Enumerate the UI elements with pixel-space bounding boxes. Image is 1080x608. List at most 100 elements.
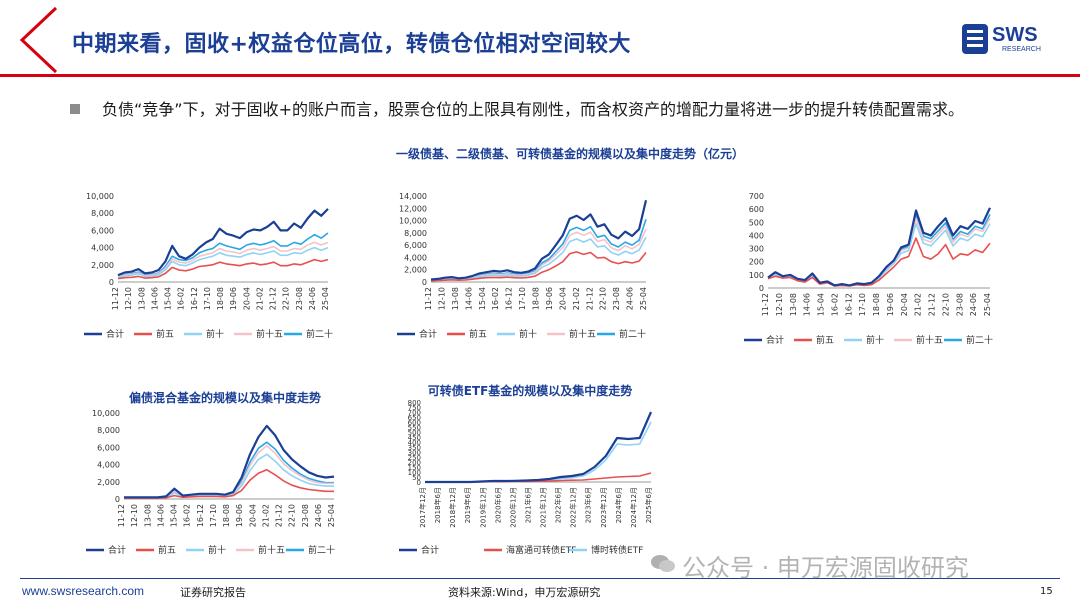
legend-label: 前五 xyxy=(469,328,487,340)
x-tick-label: 2022年6月 xyxy=(554,487,563,523)
title-banner: 中期来看，固收+权益仓位高位，转债仓位相对空间较大 xyxy=(0,0,980,80)
y-tick-label: 550 xyxy=(408,424,421,432)
x-tick-label: 2025年6月 xyxy=(644,487,653,523)
legend-label: 前十五 xyxy=(916,334,943,346)
sws-logo: SWS RESEARCH xyxy=(960,20,1070,60)
x-tick-label: 17-10 xyxy=(203,287,212,310)
chart-bond-fund-scale-2: 0 2,000 4,000 6,000 8,000 10,000 12,000 14,000 1… xyxy=(397,192,648,340)
y-tick-label: 350 xyxy=(408,444,421,452)
x-tick-label: 24-06 xyxy=(626,287,635,310)
logo-icon xyxy=(962,24,988,54)
x-tick-label: 17-10 xyxy=(518,287,527,310)
series-line-4 xyxy=(124,441,334,499)
x-tick-label: 2017年12月 xyxy=(418,487,427,528)
y-tick-label: 6,000 xyxy=(404,241,427,250)
legend-label: 博时转债ETF xyxy=(591,544,643,556)
x-tick-label: 2019年6月 xyxy=(463,487,472,523)
x-tick-label: 15-04 xyxy=(478,287,487,310)
legend-label: 合计 xyxy=(419,328,437,340)
x-tick-label: 21-12 xyxy=(585,287,594,310)
x-tick-label: 16-02 xyxy=(830,293,839,316)
x-tick-label: 11-12 xyxy=(117,504,126,527)
x-tick-label: 2018年6月 xyxy=(433,487,442,523)
legend-label: 合计 xyxy=(106,328,124,340)
x-tick-label: 14-06 xyxy=(803,293,812,316)
x-tick-label: 14-06 xyxy=(464,287,473,310)
page-number: 15 xyxy=(1040,586,1053,597)
page-title: 中期来看，固收+权益仓位高位，转债仓位相对空间较大 xyxy=(72,32,631,57)
x-tick-label: 12-10 xyxy=(775,293,784,316)
series-line-3 xyxy=(124,444,334,499)
chart-convertible-etf: 0501001502002503003504004505005506006507… xyxy=(399,399,653,556)
footer-url-link[interactable]: www.swsresearch.com xyxy=(22,584,145,598)
x-tick-label: 23-08 xyxy=(295,287,304,310)
wechat-icon xyxy=(651,555,675,572)
x-tick-label: 25-04 xyxy=(327,504,336,527)
y-tick-label: 12,000 xyxy=(399,204,427,213)
y-tick-label: 400 xyxy=(749,231,764,240)
legend-label: 合计 xyxy=(108,544,126,556)
chart-title-hybrid: 偏债混合基金的规模以及集中度走势 xyxy=(128,391,321,405)
x-tick-label: 18-08 xyxy=(532,287,541,310)
x-tick-label: 2018年12月 xyxy=(448,487,457,528)
y-tick-label: 500 xyxy=(408,429,421,437)
title-banner-shape xyxy=(0,0,980,74)
x-tick-label: 20-04 xyxy=(900,293,909,316)
x-tick-label: 13-08 xyxy=(137,287,146,310)
x-tick-label: 17-10 xyxy=(858,293,867,316)
x-tick-label: 20-04 xyxy=(242,287,251,310)
bullet-square-icon xyxy=(70,104,80,114)
x-tick-label: 11-12 xyxy=(761,293,770,316)
x-tick-label: 15-04 xyxy=(164,287,173,310)
y-tick-label: 4,000 xyxy=(91,244,114,253)
x-tick-label: 21-02 xyxy=(255,287,264,310)
x-tick-label: 11-12 xyxy=(424,287,433,310)
x-tick-label: 24-06 xyxy=(969,293,978,316)
y-tick-label: 0 xyxy=(759,284,764,293)
y-tick-label: 700 xyxy=(408,409,421,417)
legend-label: 前二十 xyxy=(308,544,335,556)
x-tick-label: 14-06 xyxy=(156,504,165,527)
x-tick-label: 22-10 xyxy=(282,287,291,310)
y-tick-label: 600 xyxy=(749,205,764,214)
x-tick-label: 23-08 xyxy=(955,293,964,316)
x-tick-label: 23-08 xyxy=(301,504,310,527)
x-tick-label: 12-10 xyxy=(130,504,139,527)
legend-label: 合计 xyxy=(766,334,784,346)
bullet-point: 负债“竞争”下，对于固收+的账户而言，股票仓位的上限具有刚性，而含权资产的增配力… xyxy=(70,97,1020,123)
y-tick-label: 10,000 xyxy=(86,192,114,201)
x-tick-label: 13-08 xyxy=(789,293,798,316)
x-tick-label: 2023年12月 xyxy=(599,487,608,528)
y-tick-label: 450 xyxy=(408,434,421,442)
legend-label: 前二十 xyxy=(619,328,646,340)
y-tick-label: 600 xyxy=(408,419,421,427)
y-tick-label: 8,000 xyxy=(91,209,114,218)
x-tick-label: 13-08 xyxy=(143,504,152,527)
footer-divider xyxy=(20,578,1060,579)
chart-bond-fund-scale-1: 0 2,000 4,000 6,000 8,000 10,000 11-12 12-10 13-… xyxy=(84,192,333,340)
legend-label: 前二十 xyxy=(306,328,333,340)
series-line-0 xyxy=(124,424,335,499)
legend-label: 前五 xyxy=(816,334,834,346)
y-tick-label: 400 xyxy=(408,439,421,447)
x-tick-label: 22-10 xyxy=(599,287,608,310)
y-tick-label: 200 xyxy=(408,459,421,467)
x-tick-label: 20-04 xyxy=(248,504,257,527)
y-tick-label: 200 xyxy=(749,258,764,267)
page-header: 中期来看，固收+权益仓位高位，转债仓位相对空间较大 SWS RESEARCH xyxy=(0,0,1080,80)
chart-hybrid-bond-fund: 0 2,000 4,000 6,000 8,000 10,000 11-12 12-10 13-… xyxy=(86,409,336,556)
x-tick-label: 16-02 xyxy=(491,287,500,310)
x-tick-label: 16-12 xyxy=(196,504,205,527)
x-tick-label: 16-12 xyxy=(505,287,514,310)
x-tick-label: 16-12 xyxy=(190,287,199,310)
x-tick-label: 19-06 xyxy=(545,287,554,310)
x-tick-label: 24-06 xyxy=(314,504,323,527)
x-tick-label: 12-10 xyxy=(124,287,133,310)
y-tick-label: 300 xyxy=(408,449,421,457)
y-tick-label: 300 xyxy=(749,245,764,254)
x-tick-label: 2020年6月 xyxy=(493,487,502,523)
y-tick-label: 150 xyxy=(408,464,421,472)
series-line-2 xyxy=(430,236,647,281)
series-line-0 xyxy=(767,207,991,287)
logo-subtext: RESEARCH xyxy=(1002,46,1041,53)
